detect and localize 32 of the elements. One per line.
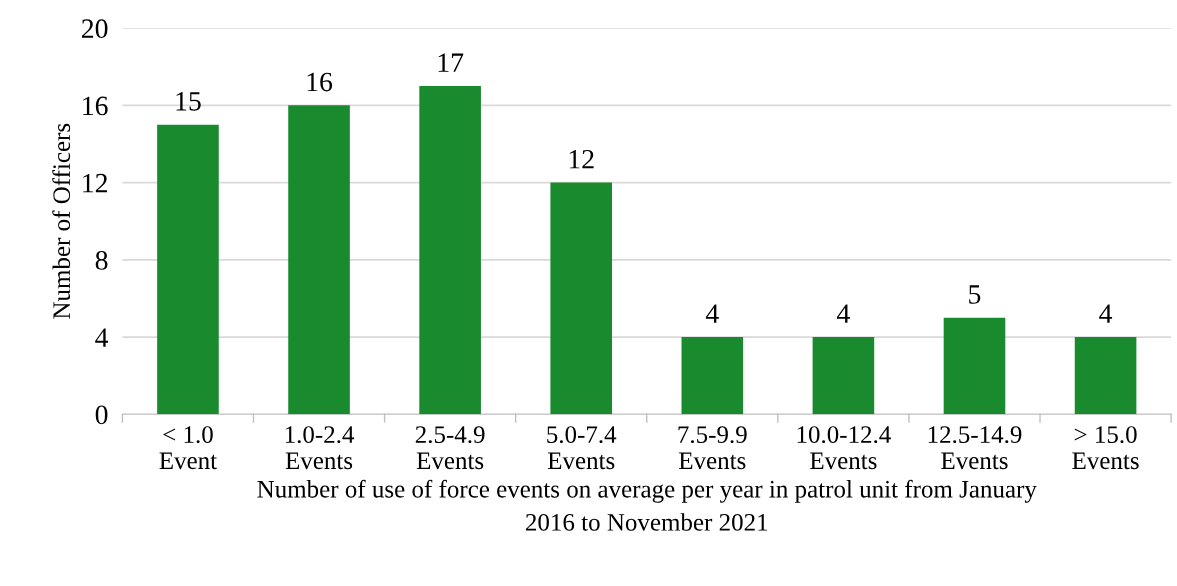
- bar: [288, 105, 350, 415]
- bar: [943, 317, 1006, 415]
- x-tick-label: 7.5-9.9 Events: [678, 426, 747, 470]
- data-label: 15: [176, 92, 201, 111]
- x-tick-label: > 15.0 Events: [1072, 426, 1139, 470]
- y-tick-label: 4: [95, 328, 109, 347]
- bar: [550, 182, 613, 415]
- bar: [157, 124, 219, 415]
- data-label: 4: [1099, 304, 1113, 323]
- x-tick-label: < 1.0 Event: [159, 426, 217, 470]
- x-tick-label: 1.0-2.4 Events: [285, 426, 355, 470]
- y-tick-label: 16: [83, 96, 108, 116]
- x-axis-title: Number of use of force events on average per year in patrol unit from January 2016 to November 2021: [257, 479, 1037, 531]
- data-label: 17: [438, 53, 464, 72]
- bar: [1074, 337, 1137, 415]
- data-label: 4: [836, 304, 850, 323]
- data-label: 5: [969, 285, 981, 304]
- y-tick-label: 0: [95, 405, 108, 425]
- x-tick-label: 10.0-12.4 Events: [797, 426, 891, 470]
- bar: [419, 86, 481, 415]
- y-tick-label: 8: [95, 251, 108, 270]
- data-label: 4: [705, 304, 719, 323]
- x-tick-label: 5.0-7.4 Events: [547, 426, 617, 470]
- x-tick-label: 2.5-4.9 Events: [415, 426, 485, 470]
- bar: [681, 337, 744, 415]
- bar: [812, 337, 875, 415]
- y-axis-title: Number of Officers: [52, 123, 71, 319]
- y-tick-label: 12: [83, 173, 107, 193]
- x-tick-label: 12.5-14.9 Events: [928, 426, 1022, 470]
- data-label: 12: [569, 149, 594, 169]
- data-label: 16: [307, 72, 333, 92]
- y-tick-label: 20: [81, 19, 108, 39]
